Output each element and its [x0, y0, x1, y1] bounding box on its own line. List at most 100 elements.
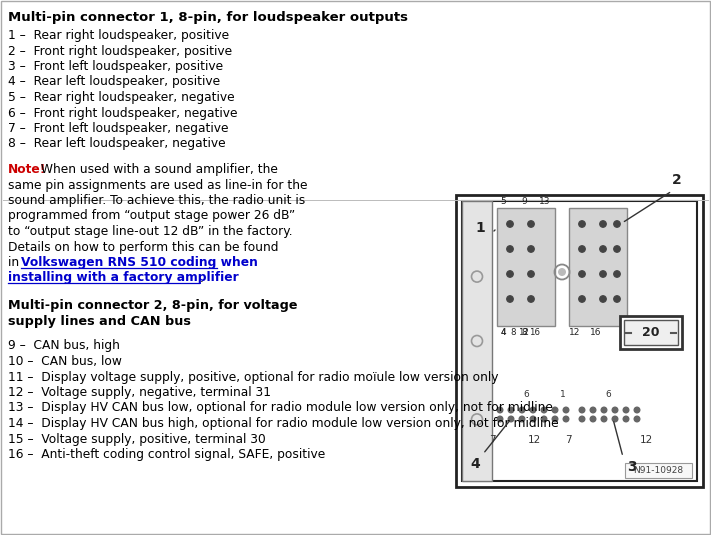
Text: 4: 4 [470, 457, 480, 471]
Text: to “output stage line-out 12 dB” in the factory.: to “output stage line-out 12 dB” in the … [8, 225, 293, 238]
Circle shape [624, 416, 629, 422]
Text: 3: 3 [627, 460, 637, 474]
Text: Multi-pin connector 2, 8-pin, for voltage: Multi-pin connector 2, 8-pin, for voltag… [8, 300, 297, 312]
Bar [462, 201, 492, 481]
Text: 12: 12 [570, 328, 581, 337]
Bar [497, 208, 555, 326]
Circle shape [614, 271, 620, 277]
Bar [625, 463, 692, 478]
Circle shape [600, 246, 606, 252]
Circle shape [600, 271, 606, 277]
Text: 8: 8 [521, 328, 527, 337]
Text: 1 –  Rear right loudspeaker, positive: 1 – Rear right loudspeaker, positive [8, 29, 229, 42]
Circle shape [612, 416, 618, 422]
Text: 16: 16 [590, 328, 602, 337]
Text: 8: 8 [510, 328, 516, 337]
Circle shape [519, 407, 525, 413]
Circle shape [528, 246, 534, 252]
Circle shape [541, 416, 547, 422]
Text: 6 –  Front right loudspeaker, negative: 6 – Front right loudspeaker, negative [8, 106, 237, 119]
Text: Volkswagen RNS 510 coding when: Volkswagen RNS 510 coding when [21, 256, 258, 269]
Text: 4: 4 [501, 328, 506, 337]
Text: Note!: Note! [8, 163, 46, 176]
Circle shape [541, 407, 547, 413]
Circle shape [508, 416, 514, 422]
Text: 11 –  Display voltage supply, positive, optional for radio moїule low version on: 11 – Display voltage supply, positive, o… [8, 371, 498, 384]
Text: 20: 20 [642, 326, 660, 339]
Circle shape [519, 416, 525, 422]
Circle shape [563, 407, 569, 413]
Text: 14 –  Display HV CAN bus high, optional for radio module low version only, not f: 14 – Display HV CAN bus high, optional f… [8, 417, 559, 430]
Text: 9: 9 [521, 197, 527, 206]
Circle shape [579, 416, 585, 422]
Text: sound amplifier. To achieve this, the radio unit is: sound amplifier. To achieve this, the ra… [8, 194, 305, 207]
Circle shape [528, 221, 534, 227]
Text: Details on how to perform this can be found: Details on how to perform this can be fo… [8, 241, 279, 254]
Text: 13 –  Display HV CAN bus low, optional for radio module low version only, not fo: 13 – Display HV CAN bus low, optional fo… [8, 401, 553, 415]
Text: 6: 6 [523, 390, 529, 399]
Text: 4: 4 [500, 328, 506, 337]
Text: 8 –  Rear left loudspeaker, negative: 8 – Rear left loudspeaker, negative [8, 137, 225, 150]
Text: 7 –  Front left loudspeaker, negative: 7 – Front left loudspeaker, negative [8, 122, 228, 135]
Circle shape [579, 246, 585, 252]
Circle shape [602, 407, 606, 413]
Text: in: in [8, 256, 23, 269]
Text: 13: 13 [539, 197, 551, 206]
Circle shape [552, 407, 558, 413]
Text: 3 –  Front left loudspeaker, positive: 3 – Front left loudspeaker, positive [8, 60, 223, 73]
Circle shape [497, 416, 503, 422]
Circle shape [552, 416, 558, 422]
Circle shape [634, 407, 640, 413]
Text: supply lines and CAN bus: supply lines and CAN bus [8, 316, 191, 328]
Text: 12 –  Voltage supply, negative, terminal 31: 12 – Voltage supply, negative, terminal … [8, 386, 271, 399]
Circle shape [612, 407, 618, 413]
Circle shape [579, 407, 585, 413]
Text: 7: 7 [488, 435, 496, 445]
Text: programmed from “output stage power 26 dB”: programmed from “output stage power 26 d… [8, 210, 295, 223]
Text: 9 –  CAN bus, high: 9 – CAN bus, high [8, 340, 120, 353]
Bar [569, 208, 627, 326]
Circle shape [579, 296, 585, 302]
Text: 10 –  CAN bus, low: 10 – CAN bus, low [8, 355, 122, 368]
Circle shape [530, 407, 536, 413]
Circle shape [614, 221, 620, 227]
Circle shape [602, 416, 606, 422]
Text: 12: 12 [639, 435, 653, 445]
Circle shape [579, 221, 585, 227]
Circle shape [614, 246, 620, 252]
Circle shape [624, 407, 629, 413]
Circle shape [579, 271, 585, 277]
Circle shape [634, 416, 640, 422]
Text: installing with a factory amplifier: installing with a factory amplifier [8, 271, 239, 285]
Circle shape [530, 416, 536, 422]
Bar [462, 201, 697, 481]
Bar [624, 320, 678, 345]
Circle shape [528, 271, 534, 277]
Text: When used with a sound amplifier, the: When used with a sound amplifier, the [37, 163, 278, 176]
Circle shape [590, 407, 596, 413]
Text: 12: 12 [518, 328, 530, 337]
Circle shape [600, 221, 606, 227]
Text: 2: 2 [672, 173, 682, 187]
Text: 15 –  Voltage supply, positive, terminal 30: 15 – Voltage supply, positive, terminal … [8, 432, 266, 446]
Circle shape [507, 271, 513, 277]
Text: 16: 16 [529, 328, 540, 337]
Text: Multi-pin connector 1, 8-pin, for loudspeaker outputs: Multi-pin connector 1, 8-pin, for loudsp… [8, 11, 408, 24]
Text: N91-10928: N91-10928 [633, 466, 683, 475]
Text: 1: 1 [560, 390, 566, 399]
Circle shape [558, 268, 566, 276]
Circle shape [600, 296, 606, 302]
Circle shape [507, 296, 513, 302]
Text: 16 –  Anti-theft coding control signal, SAFE, positive: 16 – Anti-theft coding control signal, S… [8, 448, 325, 461]
Circle shape [528, 296, 534, 302]
Circle shape [497, 407, 503, 413]
Text: 7: 7 [565, 435, 572, 445]
Circle shape [563, 416, 569, 422]
Circle shape [590, 416, 596, 422]
Text: same pin assignments are used as line-in for the: same pin assignments are used as line-in… [8, 179, 307, 192]
Circle shape [507, 246, 513, 252]
Bar [456, 195, 703, 487]
Text: 5 –  Rear right loudspeaker, negative: 5 – Rear right loudspeaker, negative [8, 91, 235, 104]
Circle shape [508, 407, 514, 413]
Text: .: . [200, 271, 204, 285]
